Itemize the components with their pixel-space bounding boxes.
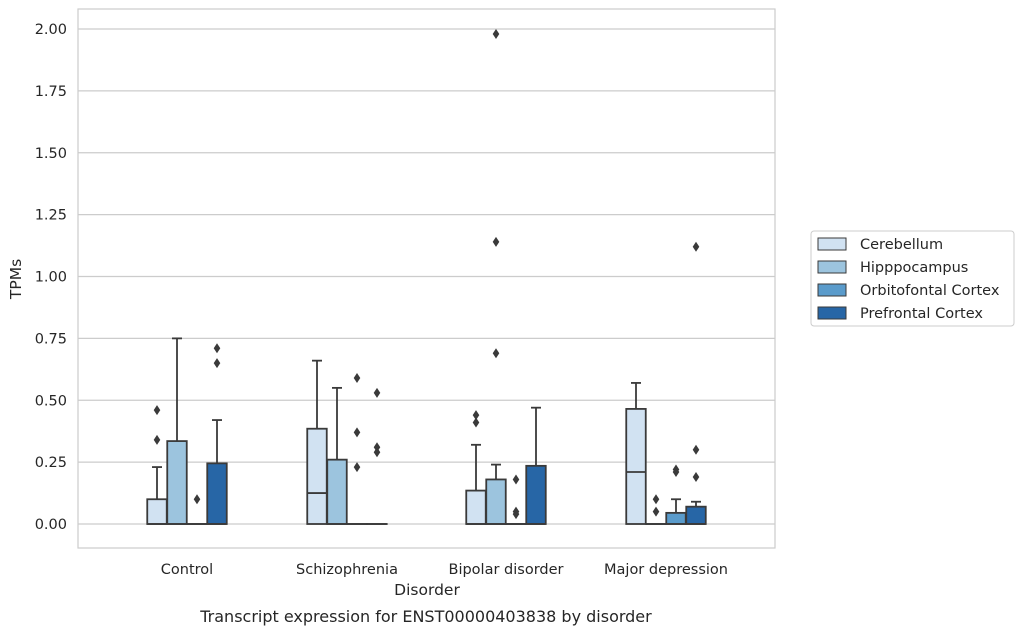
box xyxy=(525,464,547,525)
x-tick-label: Bipolar disorder xyxy=(449,562,564,578)
y-tick-label: 0.00 xyxy=(35,517,67,533)
y-axis-title: TPMs xyxy=(7,259,25,300)
outlier-point xyxy=(512,506,520,517)
legend-swatch xyxy=(817,306,847,320)
legend: Cerebellum Hipppocampus Orbitofontal Corte… xyxy=(810,230,1015,327)
box xyxy=(326,458,348,525)
outlier-point xyxy=(193,494,201,505)
y-tick-label: 0.50 xyxy=(35,393,67,409)
box-hipppocampus-1 xyxy=(326,386,348,525)
outlier-point xyxy=(492,236,500,247)
box-cerebellum-2 xyxy=(465,410,487,525)
box-orbitofontal-cortex-3 xyxy=(665,464,687,525)
box-layer xyxy=(146,28,707,525)
grid-lines xyxy=(78,28,775,525)
box-cerebellum-3 xyxy=(625,382,647,525)
x-tick-labels: Control Schizophrenia Bipolar disorder Majo… xyxy=(161,562,728,578)
legend-label: Hipppocampus xyxy=(860,260,968,276)
box-prefrontal-cortex-0 xyxy=(206,343,228,525)
y-tick-label: 0.25 xyxy=(35,455,67,471)
box xyxy=(206,462,228,525)
outlier-point xyxy=(373,442,381,453)
outlier-point xyxy=(692,241,700,252)
legend-frame xyxy=(810,230,1015,327)
outlier-point xyxy=(492,28,500,39)
y-tick-label: 2.00 xyxy=(35,22,67,38)
box-prefrontal-cortex-1 xyxy=(366,387,388,525)
x-tick-label: Major depression xyxy=(604,562,728,578)
outlier-point xyxy=(213,358,221,369)
box xyxy=(306,427,328,525)
outlier-point xyxy=(213,343,221,354)
box-orbitofontal-cortex-2 xyxy=(505,474,527,525)
box-hipppocampus-2 xyxy=(485,28,507,525)
outlier-point xyxy=(472,410,480,421)
box-prefrontal-cortex-3 xyxy=(685,241,707,525)
box-orbitofontal-cortex-0 xyxy=(186,494,208,525)
legend-swatch xyxy=(817,260,847,274)
box xyxy=(625,408,647,525)
chart-caption: Transcript expression for ENST0000040383… xyxy=(199,607,652,626)
outlier-point xyxy=(353,427,361,438)
x-tick-label: Control xyxy=(161,562,213,578)
box xyxy=(465,489,487,525)
legend-label: Cerebellum xyxy=(860,237,943,253)
y-tick-label: 1.50 xyxy=(35,146,67,162)
outlier-point xyxy=(353,462,361,473)
box-hipppocampus-3 xyxy=(645,494,667,525)
box-hipppocampus-0 xyxy=(166,337,188,525)
outlier-point xyxy=(512,474,520,485)
outlier-point xyxy=(692,471,700,482)
outlier-point xyxy=(692,444,700,455)
outlier-point xyxy=(153,434,161,445)
legend-label: Orbitofontal Cortex xyxy=(860,283,1000,299)
outlier-point xyxy=(672,464,680,475)
legend-swatch xyxy=(817,237,847,251)
box xyxy=(485,478,507,525)
y-tick-label: 1.25 xyxy=(35,208,67,224)
y-tick-label: 0.75 xyxy=(35,331,67,347)
plot-frame xyxy=(77,8,776,549)
box-cerebellum-0 xyxy=(146,405,168,525)
x-tick-label: Schizophrenia xyxy=(296,562,398,578)
outlier-point xyxy=(373,387,381,398)
box xyxy=(166,440,188,525)
outlier-point xyxy=(472,417,480,428)
box-orbitofontal-cortex-1 xyxy=(346,372,368,525)
y-tick-label: 1.75 xyxy=(35,84,67,100)
y-tick-labels: 0.00 0.25 0.50 0.75 1.00 1.25 1.50 1.75 2.00 xyxy=(35,22,67,533)
outlier-point xyxy=(652,506,660,517)
y-tick-label: 1.00 xyxy=(35,270,67,286)
legend-label: Prefrontal Cortex xyxy=(860,306,983,322)
box-prefrontal-cortex-2 xyxy=(525,406,547,525)
legend-swatch xyxy=(817,283,847,297)
outlier-point xyxy=(492,348,500,359)
outlier-point xyxy=(652,494,660,505)
outlier-point xyxy=(153,405,161,416)
box-cerebellum-1 xyxy=(306,359,328,525)
x-axis-title: Disorder xyxy=(394,581,460,599)
box xyxy=(146,498,168,525)
outlier-point xyxy=(353,372,361,383)
box xyxy=(665,511,687,525)
box xyxy=(685,505,707,525)
